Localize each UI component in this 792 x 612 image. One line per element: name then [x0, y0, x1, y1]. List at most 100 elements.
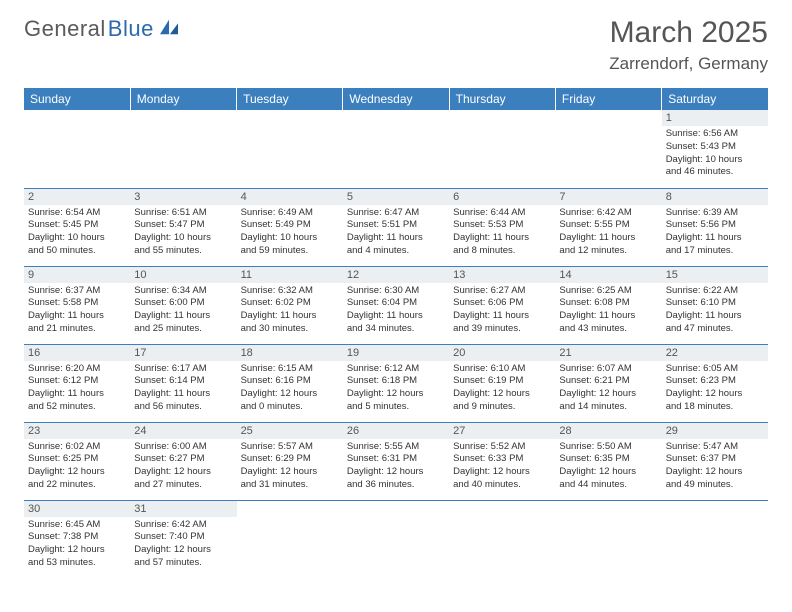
day-body: Sunrise: 6:54 AMSunset: 5:45 PMDaylight:…: [24, 205, 130, 260]
calendar-cell: 16Sunrise: 6:20 AMSunset: 6:12 PMDayligh…: [24, 344, 130, 422]
day-body: Sunrise: 6:15 AMSunset: 6:16 PMDaylight:…: [237, 361, 343, 416]
day-body: Sunrise: 6:07 AMSunset: 6:21 PMDaylight:…: [555, 361, 661, 416]
logo-text-blue: Blue: [108, 16, 154, 42]
day-number: 1: [662, 110, 768, 126]
day-number: 21: [555, 345, 661, 361]
calendar-cell: 26Sunrise: 5:55 AMSunset: 6:31 PMDayligh…: [343, 422, 449, 500]
day-body: Sunrise: 6:02 AMSunset: 6:25 PMDaylight:…: [24, 439, 130, 494]
day-body: Sunrise: 6:22 AMSunset: 6:10 PMDaylight:…: [662, 283, 768, 338]
day-number: 30: [24, 501, 130, 517]
day-number: 28: [555, 423, 661, 439]
day-number: 11: [237, 267, 343, 283]
calendar-cell: 31Sunrise: 6:42 AMSunset: 7:40 PMDayligh…: [130, 500, 236, 578]
weekday-monday: Monday: [130, 88, 236, 110]
day-number: 4: [237, 189, 343, 205]
logo: General Blue: [24, 16, 180, 42]
calendar-cell: 27Sunrise: 5:52 AMSunset: 6:33 PMDayligh…: [449, 422, 555, 500]
day-number: 26: [343, 423, 449, 439]
calendar-cell: [130, 110, 236, 188]
calendar-body: 1Sunrise: 6:56 AMSunset: 5:43 PMDaylight…: [24, 110, 768, 578]
calendar-cell: [343, 110, 449, 188]
calendar-cell: [24, 110, 130, 188]
day-number: 14: [555, 267, 661, 283]
day-number: 12: [343, 267, 449, 283]
day-number: 19: [343, 345, 449, 361]
calendar-header-row: SundayMondayTuesdayWednesdayThursdayFrid…: [24, 88, 768, 110]
calendar-cell: 8Sunrise: 6:39 AMSunset: 5:56 PMDaylight…: [662, 188, 768, 266]
day-number: 20: [449, 345, 555, 361]
calendar-cell: [343, 500, 449, 578]
calendar-cell: 13Sunrise: 6:27 AMSunset: 6:06 PMDayligh…: [449, 266, 555, 344]
day-body: Sunrise: 6:39 AMSunset: 5:56 PMDaylight:…: [662, 205, 768, 260]
day-body: Sunrise: 6:45 AMSunset: 7:38 PMDaylight:…: [24, 517, 130, 572]
day-number: 6: [449, 189, 555, 205]
day-body: Sunrise: 6:42 AMSunset: 7:40 PMDaylight:…: [130, 517, 236, 572]
calendar-cell: 22Sunrise: 6:05 AMSunset: 6:23 PMDayligh…: [662, 344, 768, 422]
day-number: 29: [662, 423, 768, 439]
calendar-cell: 5Sunrise: 6:47 AMSunset: 5:51 PMDaylight…: [343, 188, 449, 266]
day-body: Sunrise: 6:12 AMSunset: 6:18 PMDaylight:…: [343, 361, 449, 416]
calendar-cell: 12Sunrise: 6:30 AMSunset: 6:04 PMDayligh…: [343, 266, 449, 344]
calendar-cell: [237, 110, 343, 188]
day-number: 15: [662, 267, 768, 283]
calendar-cell: 2Sunrise: 6:54 AMSunset: 5:45 PMDaylight…: [24, 188, 130, 266]
day-number: 7: [555, 189, 661, 205]
calendar-table: SundayMondayTuesdayWednesdayThursdayFrid…: [24, 88, 768, 578]
day-body: Sunrise: 6:20 AMSunset: 6:12 PMDaylight:…: [24, 361, 130, 416]
day-body: Sunrise: 6:25 AMSunset: 6:08 PMDaylight:…: [555, 283, 661, 338]
day-body: Sunrise: 6:42 AMSunset: 5:55 PMDaylight:…: [555, 205, 661, 260]
day-body: Sunrise: 6:47 AMSunset: 5:51 PMDaylight:…: [343, 205, 449, 260]
sail-icon: [158, 18, 180, 36]
day-number: 25: [237, 423, 343, 439]
calendar-week: 16Sunrise: 6:20 AMSunset: 6:12 PMDayligh…: [24, 344, 768, 422]
day-body: Sunrise: 6:37 AMSunset: 5:58 PMDaylight:…: [24, 283, 130, 338]
day-body: Sunrise: 5:57 AMSunset: 6:29 PMDaylight:…: [237, 439, 343, 494]
day-number: 5: [343, 189, 449, 205]
day-number: 16: [24, 345, 130, 361]
calendar-cell: 24Sunrise: 6:00 AMSunset: 6:27 PMDayligh…: [130, 422, 236, 500]
weekday-tuesday: Tuesday: [237, 88, 343, 110]
day-body: Sunrise: 6:32 AMSunset: 6:02 PMDaylight:…: [237, 283, 343, 338]
day-number: 24: [130, 423, 236, 439]
calendar-week: 2Sunrise: 6:54 AMSunset: 5:45 PMDaylight…: [24, 188, 768, 266]
day-body: Sunrise: 6:10 AMSunset: 6:19 PMDaylight:…: [449, 361, 555, 416]
calendar-cell: [237, 500, 343, 578]
logo-text-general: General: [24, 16, 106, 42]
day-number: 31: [130, 501, 236, 517]
calendar-cell: 10Sunrise: 6:34 AMSunset: 6:00 PMDayligh…: [130, 266, 236, 344]
calendar-cell: 6Sunrise: 6:44 AMSunset: 5:53 PMDaylight…: [449, 188, 555, 266]
day-body: Sunrise: 6:30 AMSunset: 6:04 PMDaylight:…: [343, 283, 449, 338]
calendar-cell: 20Sunrise: 6:10 AMSunset: 6:19 PMDayligh…: [449, 344, 555, 422]
day-body: Sunrise: 5:55 AMSunset: 6:31 PMDaylight:…: [343, 439, 449, 494]
day-body: Sunrise: 5:50 AMSunset: 6:35 PMDaylight:…: [555, 439, 661, 494]
weekday-wednesday: Wednesday: [343, 88, 449, 110]
day-number: 2: [24, 189, 130, 205]
weekday-sunday: Sunday: [24, 88, 130, 110]
day-body: Sunrise: 6:34 AMSunset: 6:00 PMDaylight:…: [130, 283, 236, 338]
day-body: Sunrise: 6:56 AMSunset: 5:43 PMDaylight:…: [662, 126, 768, 181]
day-body: Sunrise: 6:27 AMSunset: 6:06 PMDaylight:…: [449, 283, 555, 338]
calendar-week: 30Sunrise: 6:45 AMSunset: 7:38 PMDayligh…: [24, 500, 768, 578]
day-number: 10: [130, 267, 236, 283]
weekday-friday: Friday: [555, 88, 661, 110]
calendar-cell: 25Sunrise: 5:57 AMSunset: 6:29 PMDayligh…: [237, 422, 343, 500]
calendar-cell: 9Sunrise: 6:37 AMSunset: 5:58 PMDaylight…: [24, 266, 130, 344]
calendar-week: 1Sunrise: 6:56 AMSunset: 5:43 PMDaylight…: [24, 110, 768, 188]
day-number: 3: [130, 189, 236, 205]
calendar-cell: 29Sunrise: 5:47 AMSunset: 6:37 PMDayligh…: [662, 422, 768, 500]
calendar-cell: 30Sunrise: 6:45 AMSunset: 7:38 PMDayligh…: [24, 500, 130, 578]
day-body: Sunrise: 6:00 AMSunset: 6:27 PMDaylight:…: [130, 439, 236, 494]
day-number: 22: [662, 345, 768, 361]
day-body: Sunrise: 5:52 AMSunset: 6:33 PMDaylight:…: [449, 439, 555, 494]
calendar-cell: [449, 110, 555, 188]
day-body: Sunrise: 5:47 AMSunset: 6:37 PMDaylight:…: [662, 439, 768, 494]
calendar-cell: 17Sunrise: 6:17 AMSunset: 6:14 PMDayligh…: [130, 344, 236, 422]
day-number: 9: [24, 267, 130, 283]
weekday-thursday: Thursday: [449, 88, 555, 110]
calendar-cell: [555, 500, 661, 578]
day-number: 13: [449, 267, 555, 283]
calendar-cell: [555, 110, 661, 188]
title-block: March 2025 Zarrendorf, Germany: [609, 16, 768, 74]
month-title: March 2025: [609, 16, 768, 50]
day-number: 23: [24, 423, 130, 439]
